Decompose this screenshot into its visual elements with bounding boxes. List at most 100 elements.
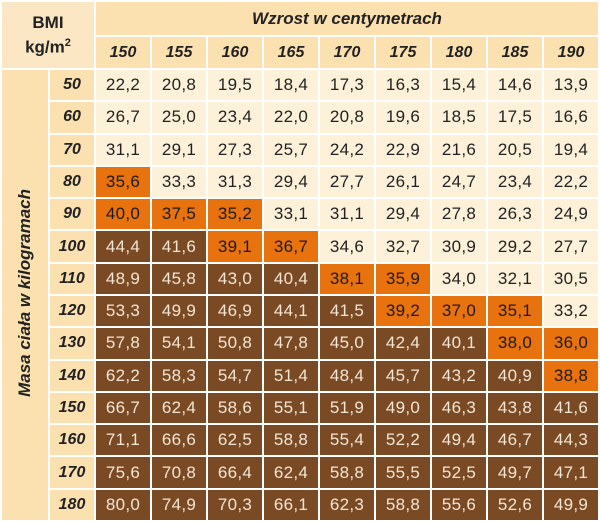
bmi-value-cell: 30,5 bbox=[544, 263, 598, 294]
bmi-value-cell: 24,2 bbox=[320, 134, 374, 165]
weight-axis-title: Masa ciała w kilogramach bbox=[2, 70, 48, 520]
weight-header-130: 130 bbox=[50, 328, 94, 359]
bmi-value-cell: 46,3 bbox=[432, 392, 486, 424]
bmi-value-cell: 16,3 bbox=[376, 70, 430, 101]
bmi-value-cell: 39,2 bbox=[376, 295, 430, 327]
height-header-160: 160 bbox=[208, 37, 262, 68]
table-row: 160 71,1 66,6 62,5 58,8 55,4 52,2 49,4 46,7 44,3 bbox=[2, 425, 598, 456]
bmi-value-cell: 26,1 bbox=[376, 166, 430, 198]
height-header-150: 150 bbox=[96, 37, 150, 68]
bmi-value-cell: 42,4 bbox=[376, 328, 430, 359]
bmi-value-cell: 70,8 bbox=[152, 457, 206, 488]
bmi-value-cell: 17,3 bbox=[320, 70, 374, 101]
bmi-value-cell: 52,5 bbox=[432, 457, 486, 488]
bmi-value-cell: 14,6 bbox=[488, 70, 542, 101]
bmi-value-cell: 43,0 bbox=[208, 263, 262, 294]
bmi-value-cell: 54,1 bbox=[152, 328, 206, 359]
table-row: 100 44,4 41,6 39,1 36,7 34,6 32,7 30,9 29,2 27,7 bbox=[2, 231, 598, 262]
bmi-value-cell: 62,4 bbox=[264, 457, 318, 488]
bmi-value-cell: 24,9 bbox=[544, 199, 598, 230]
table-row: 120 53,3 49,9 46,9 44,1 41,5 39,2 37,0 35,1 33,2 bbox=[2, 295, 598, 327]
weight-header-170: 170 bbox=[50, 457, 94, 488]
weight-header-110: 110 bbox=[50, 263, 94, 294]
height-header-165: 165 bbox=[264, 37, 318, 68]
bmi-value-cell: 58,8 bbox=[376, 489, 430, 520]
bmi-value-cell: 51,9 bbox=[320, 392, 374, 424]
bmi-value-cell: 66,7 bbox=[96, 392, 150, 424]
bmi-value-cell: 62,2 bbox=[96, 360, 150, 391]
bmi-value-cell: 31,1 bbox=[320, 199, 374, 230]
bmi-value-cell: 36,7 bbox=[264, 231, 318, 262]
bmi-value-cell: 40,1 bbox=[432, 328, 486, 359]
bmi-value-cell: 40,4 bbox=[264, 263, 318, 294]
bmi-value-cell: 52,2 bbox=[376, 425, 430, 456]
bmi-value-cell: 39,1 bbox=[208, 231, 262, 262]
bmi-value-cell: 31,3 bbox=[208, 166, 262, 198]
bmi-value-cell: 62,4 bbox=[152, 392, 206, 424]
bmi-value-cell: 47,8 bbox=[264, 328, 318, 359]
bmi-value-cell: 19,6 bbox=[376, 102, 430, 133]
table-row: 70 31,1 29,1 27,3 25,7 24,2 22,9 21,6 20,5 19,4 bbox=[2, 134, 598, 165]
bmi-value-cell: 49,4 bbox=[432, 425, 486, 456]
table-row: 140 62,2 58,3 54,7 51,4 48,4 45,7 43,2 40,9 38,8 bbox=[2, 360, 598, 391]
bmi-value-cell: 62,3 bbox=[320, 489, 374, 520]
bmi-value-cell: 48,9 bbox=[96, 263, 150, 294]
height-header-190: 190 bbox=[544, 37, 598, 68]
bmi-value-cell: 44,4 bbox=[96, 231, 150, 262]
bmi-value-cell: 30,9 bbox=[432, 231, 486, 262]
bmi-value-cell: 55,4 bbox=[320, 425, 374, 456]
bmi-value-cell: 55,5 bbox=[376, 457, 430, 488]
bmi-value-cell: 23,4 bbox=[208, 102, 262, 133]
bmi-value-cell: 49,7 bbox=[488, 457, 542, 488]
bmi-value-cell: 75,6 bbox=[96, 457, 150, 488]
height-header-180: 180 bbox=[432, 37, 486, 68]
bmi-value-cell: 58,3 bbox=[152, 360, 206, 391]
weight-header-100: 100 bbox=[50, 231, 94, 262]
bmi-value-cell: 25,0 bbox=[152, 102, 206, 133]
bmi-value-cell: 34,6 bbox=[320, 231, 374, 262]
bmi-value-cell: 41,6 bbox=[152, 231, 206, 262]
bmi-value-cell: 35,9 bbox=[376, 263, 430, 294]
weight-header-70: 70 bbox=[50, 134, 94, 165]
bmi-value-cell: 32,1 bbox=[488, 263, 542, 294]
bmi-value-cell: 45,0 bbox=[320, 328, 374, 359]
bmi-value-cell: 24,7 bbox=[432, 166, 486, 198]
bmi-value-cell: 66,1 bbox=[264, 489, 318, 520]
bmi-value-cell: 57,8 bbox=[96, 328, 150, 359]
bmi-value-cell: 80,0 bbox=[96, 489, 150, 520]
weight-header-180: 180 bbox=[50, 489, 94, 520]
table-row: 150 66,7 62,4 58,6 55,1 51,9 49,0 46,3 43,8 41,6 bbox=[2, 392, 598, 424]
bmi-value-cell: 19,5 bbox=[208, 70, 262, 101]
bmi-value-cell: 15,4 bbox=[432, 70, 486, 101]
bmi-value-cell: 35,2 bbox=[208, 199, 262, 230]
bmi-value-cell: 44,1 bbox=[264, 295, 318, 327]
bmi-value-cell: 52,6 bbox=[488, 489, 542, 520]
bmi-value-cell: 29,4 bbox=[264, 166, 318, 198]
height-header-170: 170 bbox=[320, 37, 374, 68]
weight-header-140: 140 bbox=[50, 360, 94, 391]
weight-axis-title-text: Masa ciała w kilogramach bbox=[15, 188, 34, 397]
weight-header-160: 160 bbox=[50, 425, 94, 456]
bmi-value-cell: 26,7 bbox=[96, 102, 150, 133]
bmi-value-cell: 38,1 bbox=[320, 263, 374, 294]
bmi-value-cell: 35,6 bbox=[96, 166, 150, 198]
bmi-value-cell: 16,6 bbox=[544, 102, 598, 133]
bmi-value-cell: 27,3 bbox=[208, 134, 262, 165]
bmi-value-cell: 66,4 bbox=[208, 457, 262, 488]
table-row: 180 80,0 74,9 70,3 66,1 62,3 58,8 55,6 52,6 49,9 bbox=[2, 489, 598, 520]
bmi-value-cell: 54,7 bbox=[208, 360, 262, 391]
weight-header-80: 80 bbox=[50, 166, 94, 198]
bmi-value-cell: 27,8 bbox=[432, 199, 486, 230]
weight-header-120: 120 bbox=[50, 295, 94, 327]
bmi-value-cell: 33,2 bbox=[544, 295, 598, 327]
bmi-value-cell: 21,6 bbox=[432, 134, 486, 165]
bmi-value-cell: 43,8 bbox=[488, 392, 542, 424]
bmi-value-cell: 58,8 bbox=[264, 425, 318, 456]
bmi-value-cell: 53,3 bbox=[96, 295, 150, 327]
bmi-unit: kg/m2 bbox=[25, 37, 71, 57]
bmi-value-cell: 37,5 bbox=[152, 199, 206, 230]
bmi-value-cell: 49,9 bbox=[152, 295, 206, 327]
bmi-unit-header: BMI kg/m2 bbox=[2, 2, 94, 68]
bmi-value-cell: 45,7 bbox=[376, 360, 430, 391]
